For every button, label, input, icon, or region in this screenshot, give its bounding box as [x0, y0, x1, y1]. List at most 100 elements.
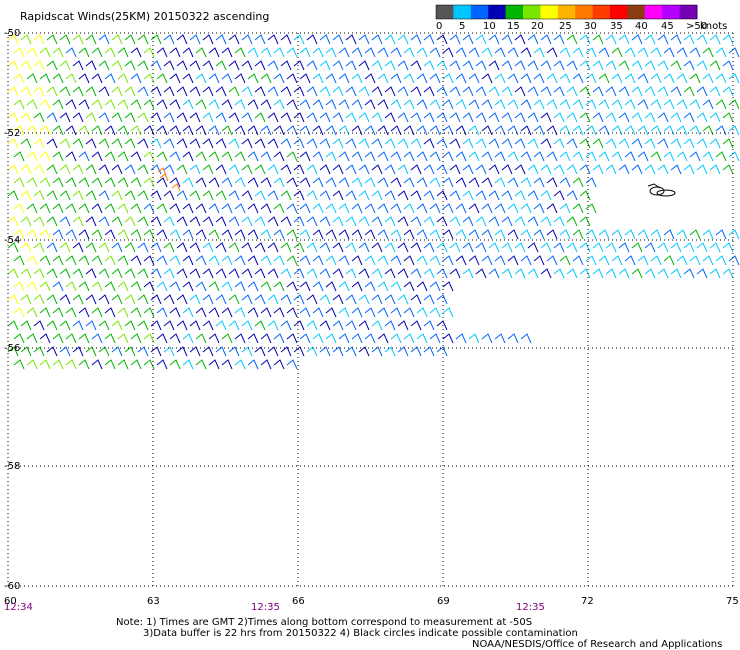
- wind-barb: [273, 151, 285, 162]
- wind-barb: [72, 268, 84, 279]
- wind-barb: [670, 164, 682, 175]
- wind-barb: [683, 164, 695, 175]
- wind-barb: [65, 177, 77, 188]
- wind-barb: [72, 320, 84, 331]
- wind-barb: [416, 177, 428, 188]
- wind-barb: [273, 125, 285, 136]
- wind-barb: [514, 60, 526, 71]
- wind-barb: [683, 242, 695, 253]
- wind-barb: [709, 34, 721, 45]
- wind-barb: [228, 268, 240, 279]
- wind-barb: [618, 86, 630, 97]
- wind-barb: [384, 294, 396, 305]
- wind-barb: [605, 86, 617, 97]
- wind-barb: [540, 242, 552, 253]
- wind-barb: [702, 73, 714, 84]
- wind-barb: [319, 112, 331, 123]
- wind-barb: [267, 164, 279, 175]
- wind-barb: [117, 203, 129, 214]
- wind-barb: [91, 333, 103, 344]
- wind-barb: [78, 125, 90, 136]
- wind-barb: [585, 47, 597, 58]
- wind-barb: [228, 164, 240, 175]
- wind-barb: [117, 99, 129, 110]
- wind-barb: [267, 320, 279, 331]
- wind-barb: [494, 177, 506, 188]
- wind-barb: [449, 268, 461, 279]
- wind-barb: [338, 203, 350, 214]
- wind-barb: [709, 164, 721, 175]
- wind-barb: [377, 177, 389, 188]
- wind-barb: [111, 268, 123, 279]
- wind-barb: [644, 60, 656, 71]
- wind-barb: [442, 229, 454, 240]
- wind-barb: [39, 73, 51, 84]
- wind-barb: [182, 47, 194, 58]
- wind-barb: [286, 333, 298, 344]
- wind-barb: [267, 60, 279, 71]
- wind-barb: [150, 242, 162, 253]
- wind-barb: [598, 255, 610, 266]
- wind-barb: [442, 203, 454, 214]
- wind-barb: [390, 281, 402, 292]
- wind-barb: [176, 346, 188, 357]
- wind-barb: [182, 99, 194, 110]
- wind-barb: [702, 255, 714, 266]
- wind-barb: [52, 47, 64, 58]
- wind-barb: [527, 268, 539, 279]
- wind-barb: [351, 281, 363, 292]
- wind-barb: [332, 216, 344, 227]
- wind-barb: [299, 47, 311, 58]
- wind-barb: [566, 112, 578, 123]
- wind-barb: [182, 73, 194, 84]
- wind-barb: [26, 203, 38, 214]
- wind-barb: [65, 229, 77, 240]
- wind-barb: [631, 34, 643, 45]
- wind-barb: [572, 47, 584, 58]
- legend-swatch: [644, 5, 663, 19]
- wind-barb: [13, 177, 25, 188]
- wind-barb: [319, 34, 331, 45]
- wind-barb: [299, 229, 311, 240]
- wind-barb: [215, 216, 227, 227]
- wind-barb: [371, 164, 383, 175]
- wind-barb: [715, 99, 727, 110]
- wind-barb: [137, 242, 149, 253]
- wind-barb: [410, 294, 422, 305]
- wind-barb: [254, 294, 266, 305]
- wind-barb: [364, 177, 376, 188]
- wind-barb: [13, 125, 25, 136]
- wind-barb: [676, 73, 688, 84]
- wind-barb: [65, 47, 77, 58]
- wind-barb: [78, 333, 90, 344]
- wind-barb: [156, 177, 168, 188]
- wind-barb: [345, 34, 357, 45]
- wind-barb: [533, 151, 545, 162]
- wind-barb: [676, 99, 688, 110]
- wind-barb: [260, 47, 272, 58]
- wind-barb: [332, 320, 344, 331]
- wind-barb: [72, 164, 84, 175]
- wind-barb: [26, 125, 38, 136]
- wind-barb: [423, 112, 435, 123]
- wind-barb: [618, 34, 630, 45]
- wind-barb: [143, 125, 155, 136]
- wind-barb: [546, 203, 558, 214]
- wind-barb: [722, 112, 734, 123]
- wind-barb: [260, 229, 272, 240]
- wind-barb: [124, 60, 136, 71]
- wind-barb: [488, 164, 500, 175]
- wind-barb: [540, 34, 552, 45]
- wind-barb: [325, 73, 337, 84]
- wind-barb: [501, 34, 513, 45]
- wind-barb: [351, 47, 363, 58]
- wind-barb: [247, 151, 259, 162]
- wind-barb: [527, 164, 539, 175]
- wind-barb: [163, 190, 175, 201]
- wind-barb: [624, 99, 636, 110]
- wind-barb: [345, 60, 357, 71]
- wind-barb: [540, 138, 552, 149]
- wind-barb: [91, 151, 103, 162]
- wind-barb: [371, 216, 383, 227]
- wind-barb: [202, 294, 214, 305]
